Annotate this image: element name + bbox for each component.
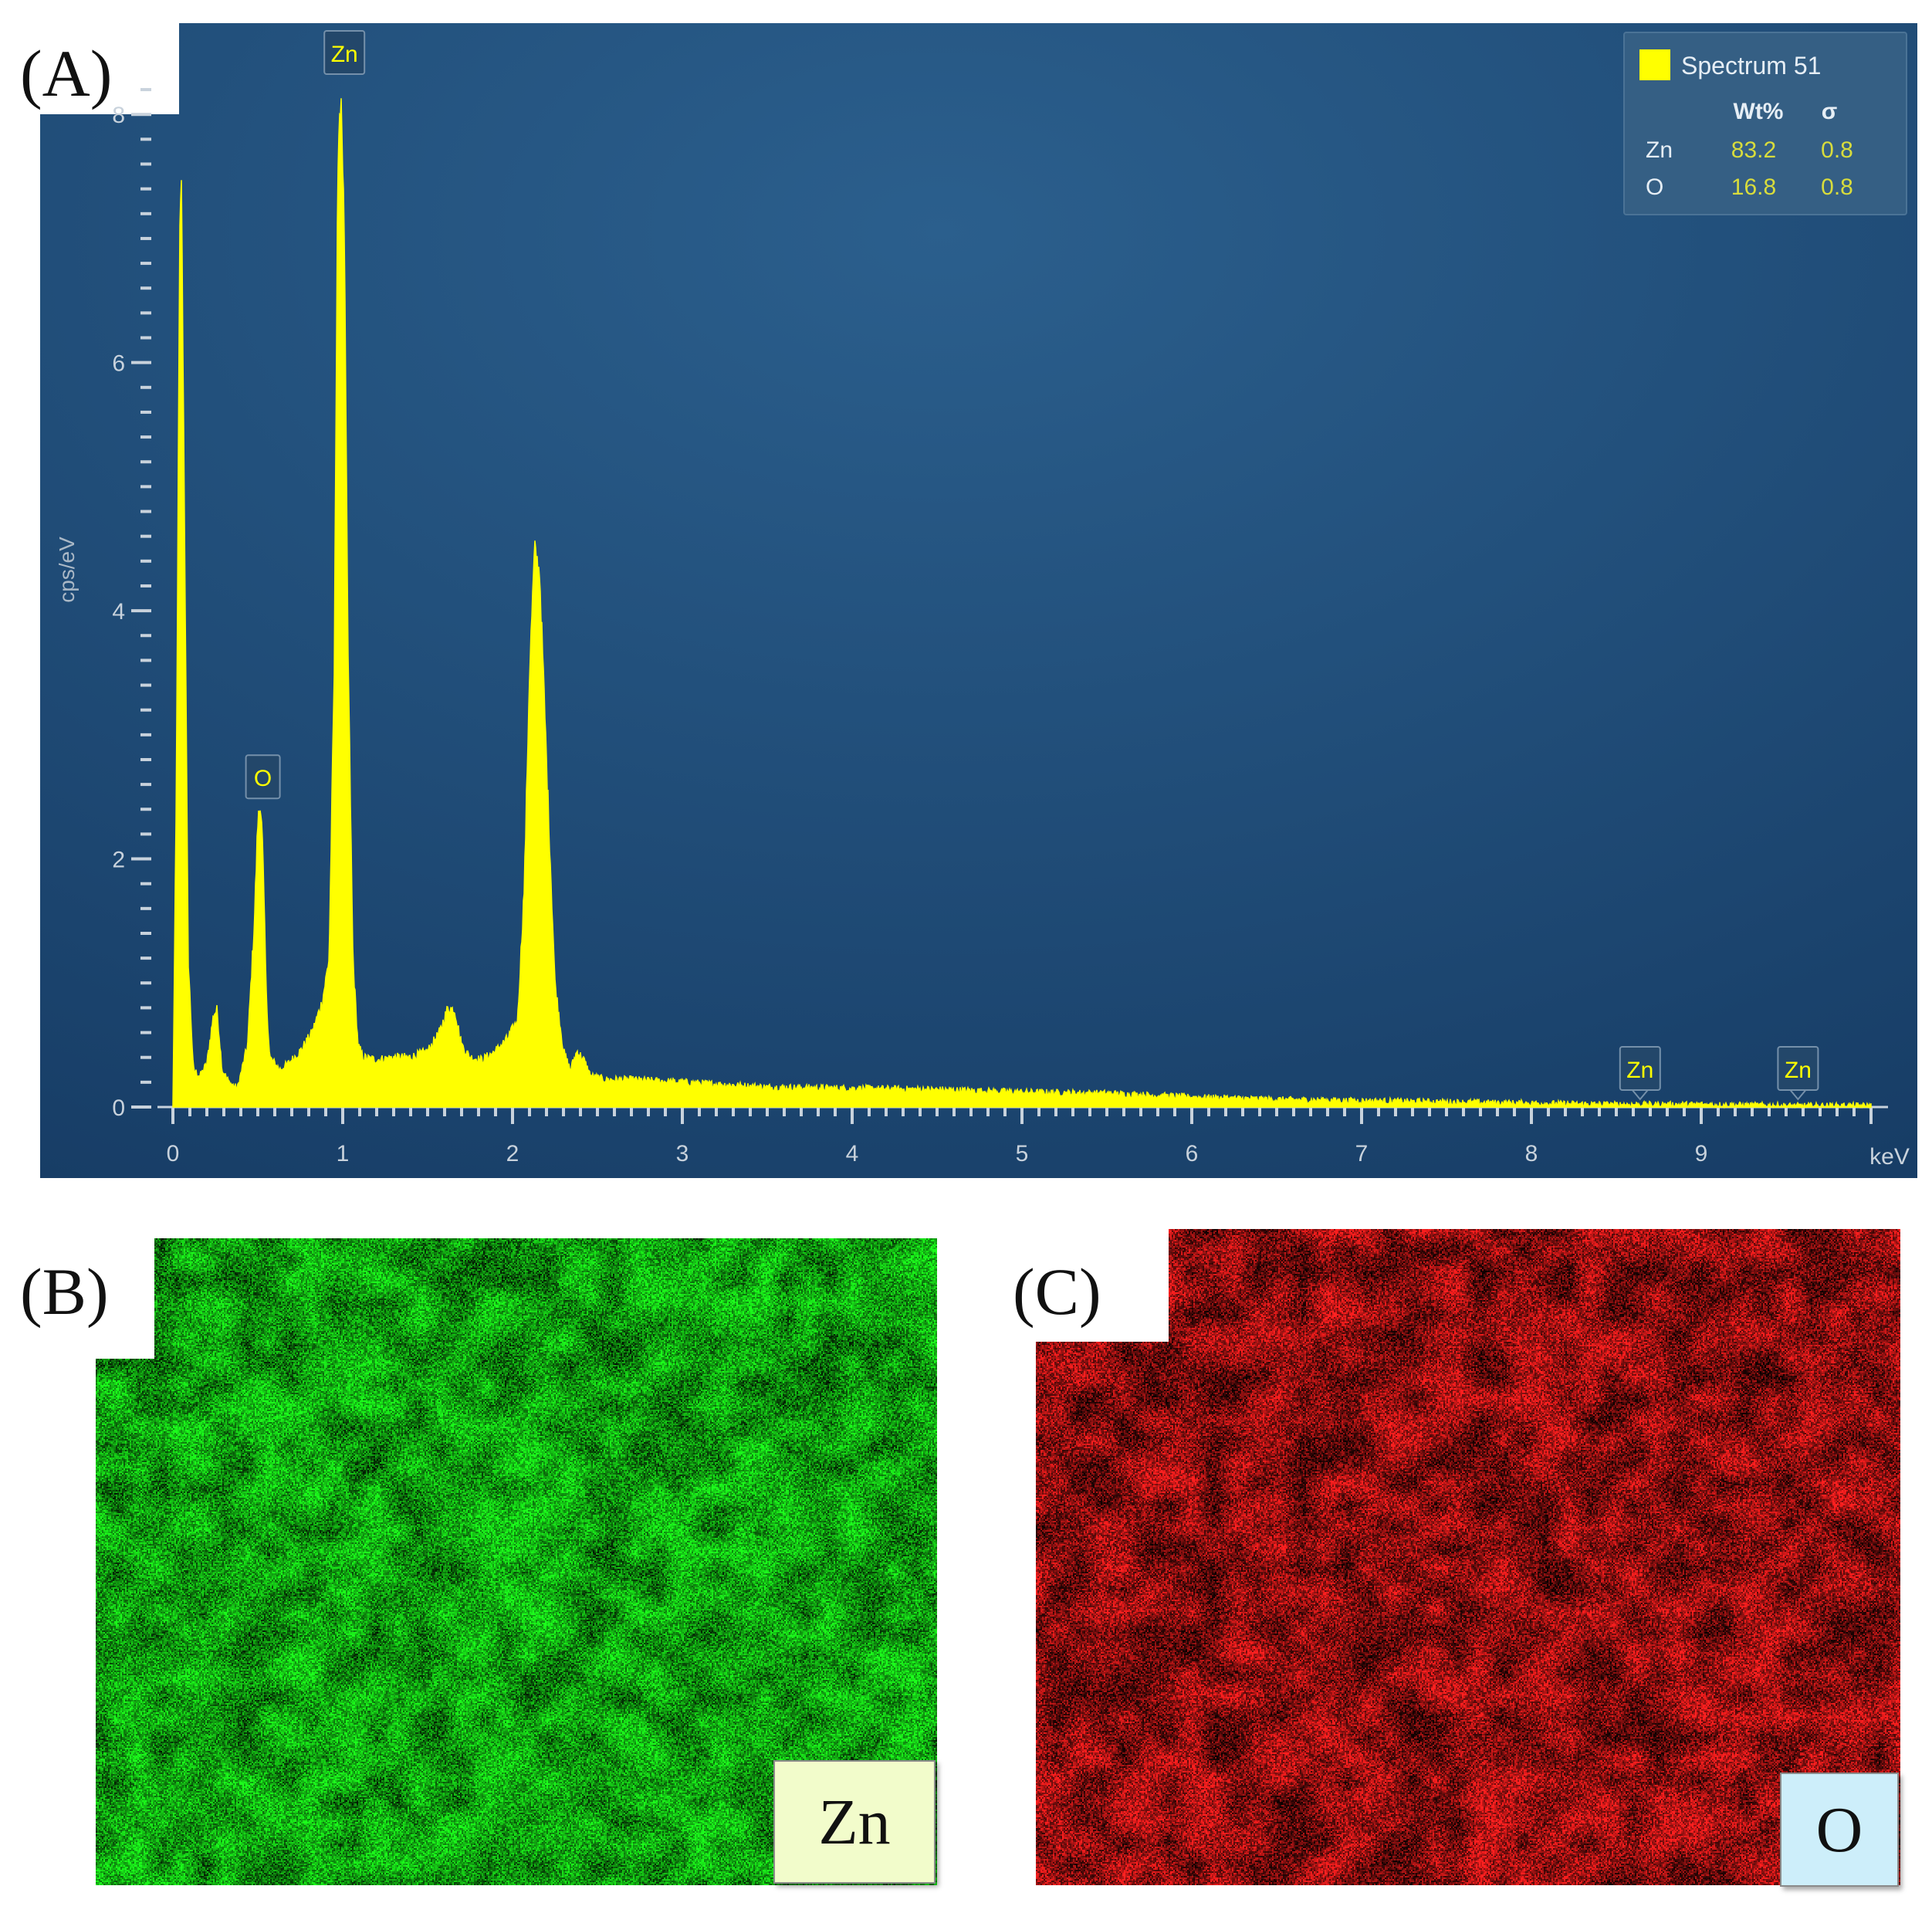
legend-row-wt: 83.2 xyxy=(1731,137,1776,163)
peak-label: Zn xyxy=(323,30,366,75)
spectrum-series xyxy=(172,98,1872,1109)
peak-label-text: O xyxy=(254,766,272,791)
peak-label: O xyxy=(245,754,281,800)
peak-label-text: Zn xyxy=(1785,1058,1812,1083)
x-tick-label: 3 xyxy=(676,1141,689,1166)
legend-row-wt: 16.8 xyxy=(1731,174,1776,200)
peak-label: Zn xyxy=(1619,1046,1661,1101)
peak-label-text: Zn xyxy=(331,42,358,67)
y-tick-label: 6 xyxy=(112,351,125,377)
o-element-tag: O xyxy=(1780,1772,1899,1887)
legend-header-sigma: σ xyxy=(1822,99,1838,124)
spectrum-area xyxy=(172,98,1872,1109)
label-background xyxy=(991,1220,1169,1342)
legend-row-sigma: 0.8 xyxy=(1821,174,1853,200)
x-tick-label: 4 xyxy=(846,1141,859,1166)
o-map-panel xyxy=(1036,1229,1900,1885)
x-tick-label: 7 xyxy=(1355,1141,1369,1166)
o-elemental-map xyxy=(1036,1229,1900,1885)
legend: Spectrum 51 Wt% σ Zn 83.2 0.8 O 16.8 0.8 xyxy=(1623,32,1907,215)
legend-box xyxy=(1623,32,1907,215)
x-tick-label: 6 xyxy=(1186,1141,1199,1166)
legend-row-element: O xyxy=(1646,174,1663,200)
eds-spectrum-chart: (A) 0 1 2 3 4 5 6 7 8 9 0 2 4 6 8 O Zn Zn Zn cps/eV keV S… xyxy=(0,0,1917,1178)
peak-label-box xyxy=(1619,1046,1661,1091)
zn-element-tag: Zn xyxy=(773,1760,936,1884)
peak-marker xyxy=(1789,1089,1807,1101)
x-tick-label: 8 xyxy=(1525,1141,1538,1166)
y-tick-label: 2 xyxy=(112,848,125,873)
peak-label-text: Zn xyxy=(1626,1058,1653,1083)
y-tick-label: 0 xyxy=(112,1095,125,1121)
peak-label-box xyxy=(1777,1046,1819,1091)
peak-label: Zn xyxy=(1777,1046,1819,1101)
x-tick-label: 9 xyxy=(1695,1141,1708,1166)
legend-row-sigma: 0.8 xyxy=(1821,137,1853,163)
x-axis-unit: keV xyxy=(1869,1144,1910,1170)
label-background xyxy=(0,1220,154,1359)
legend-row-element: Zn xyxy=(1646,137,1673,163)
panel-a-label: (A) xyxy=(20,36,112,110)
legend-series-name: Spectrum 51 xyxy=(1681,52,1821,80)
y-axis-label: cps/eV xyxy=(55,537,79,603)
peak-label-box xyxy=(323,30,366,75)
y-tick-label: 8 xyxy=(112,103,125,128)
x-tick-label: 5 xyxy=(1016,1141,1029,1166)
panel-b-label: (B) xyxy=(20,1254,109,1329)
peak-marker xyxy=(1632,1089,1649,1101)
legend-header-wt: Wt% xyxy=(1734,99,1784,124)
x-tick-label: 2 xyxy=(506,1141,519,1166)
peak-labels: O Zn Zn Zn xyxy=(245,30,1819,1101)
x-tick-label: 1 xyxy=(337,1141,350,1166)
x-tick-label: 0 xyxy=(167,1141,180,1166)
peak-label-box xyxy=(245,754,281,800)
legend-swatch xyxy=(1639,49,1670,80)
panel-c-label: (C) xyxy=(1013,1254,1101,1329)
label-background xyxy=(0,0,179,114)
y-tick-label: 4 xyxy=(112,599,125,625)
